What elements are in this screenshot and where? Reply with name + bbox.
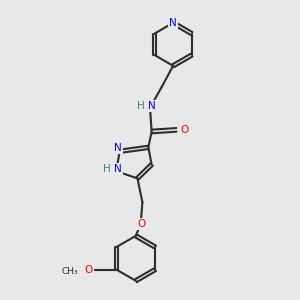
Text: N: N [114, 164, 122, 175]
Text: O: O [181, 125, 189, 135]
Text: N: N [148, 101, 155, 111]
Text: CH₃: CH₃ [62, 267, 78, 276]
Text: O: O [137, 219, 146, 229]
Text: N: N [169, 18, 177, 28]
Text: H: H [103, 164, 110, 175]
Text: O: O [85, 265, 93, 275]
Text: N: N [114, 143, 122, 153]
Text: H: H [137, 101, 145, 111]
